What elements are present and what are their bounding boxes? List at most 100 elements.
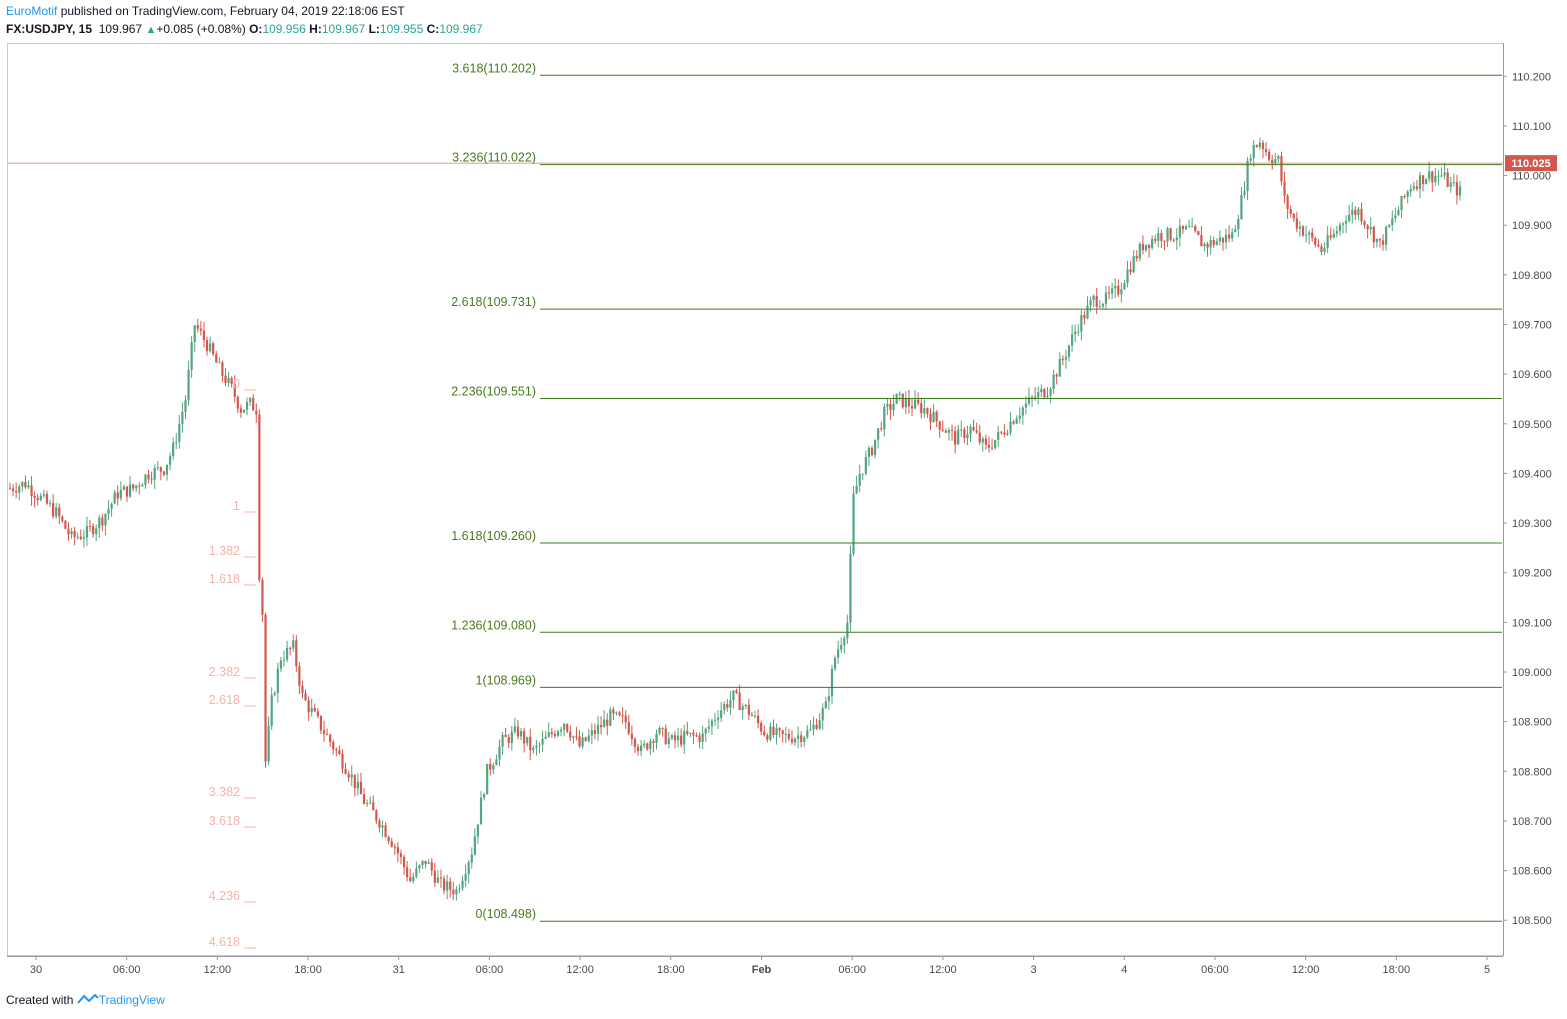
candle-body bbox=[236, 396, 239, 409]
candle-body bbox=[969, 426, 972, 435]
candle-body bbox=[350, 774, 353, 778]
candle-body bbox=[815, 724, 818, 729]
candle-body bbox=[1154, 238, 1157, 241]
candle-body bbox=[1446, 172, 1449, 187]
candle-body bbox=[384, 825, 387, 838]
candle-body bbox=[883, 406, 886, 430]
candle-body bbox=[48, 503, 52, 505]
candle-body bbox=[516, 726, 520, 737]
price-tick-label: 109.000 bbox=[1512, 667, 1552, 679]
candle-body bbox=[698, 735, 701, 742]
candle-body bbox=[147, 474, 150, 480]
candle-body bbox=[138, 485, 141, 487]
candle-body bbox=[387, 837, 390, 842]
candle-body bbox=[904, 398, 907, 408]
candle-body bbox=[399, 853, 403, 858]
candle-body bbox=[366, 803, 369, 805]
candle-body bbox=[467, 862, 470, 875]
candle-body bbox=[424, 860, 427, 864]
candle-body bbox=[338, 750, 341, 755]
fib-level-label: 2.618(109.731) bbox=[451, 295, 536, 309]
price-tick-label: 110.100 bbox=[1512, 121, 1551, 133]
created-with-label: Created with bbox=[6, 993, 74, 1007]
candle-body bbox=[760, 723, 763, 732]
fib-level-label: 1(108.969) bbox=[476, 673, 536, 687]
time-tick-label: 18:00 bbox=[1383, 964, 1411, 976]
candle-body bbox=[162, 471, 166, 475]
price-tick-label: 108.800 bbox=[1512, 766, 1552, 778]
candle-body bbox=[79, 536, 82, 539]
candle-body bbox=[1372, 227, 1375, 243]
candle-body bbox=[784, 733, 787, 735]
candle-body bbox=[1175, 237, 1178, 241]
candle-body bbox=[618, 712, 621, 716]
candle-body bbox=[289, 647, 292, 649]
candle-body bbox=[1428, 171, 1431, 180]
candle-body bbox=[1264, 149, 1268, 152]
candle-body bbox=[1351, 209, 1354, 215]
candle-body bbox=[1083, 315, 1086, 319]
candle-body bbox=[221, 362, 224, 376]
candle-body bbox=[439, 877, 443, 879]
candle-body bbox=[1431, 171, 1434, 183]
candle-body bbox=[1166, 228, 1169, 242]
candle-body bbox=[227, 378, 230, 384]
candle-body bbox=[1249, 158, 1252, 161]
candle-body bbox=[67, 528, 70, 535]
candle-body bbox=[276, 668, 279, 694]
candle-body bbox=[261, 579, 264, 615]
candle-body bbox=[168, 456, 172, 465]
candle-body bbox=[920, 403, 923, 414]
candle-body bbox=[1289, 209, 1292, 214]
candle-body bbox=[199, 328, 202, 331]
time-tick-label: Feb bbox=[752, 964, 772, 976]
candle-body bbox=[239, 408, 242, 413]
candle-body bbox=[215, 354, 218, 363]
candle-body bbox=[313, 707, 316, 712]
candle-body bbox=[301, 685, 304, 694]
candle-body bbox=[1338, 224, 1342, 232]
candle-body bbox=[566, 724, 569, 732]
candle-body bbox=[76, 536, 79, 538]
fib-level-label: 1.236(109.080) bbox=[451, 618, 536, 632]
candle-body bbox=[104, 514, 107, 526]
candle-body bbox=[612, 709, 615, 714]
candle-body bbox=[861, 473, 864, 475]
candle-body bbox=[975, 430, 978, 433]
candle-body bbox=[603, 719, 606, 728]
candle-body bbox=[704, 728, 707, 734]
candle-body bbox=[544, 736, 547, 739]
candle-body bbox=[1089, 300, 1092, 306]
candle-body bbox=[489, 763, 492, 770]
time-axis[interactable]: 30 06:00 12:00 18:00 31 06:00 12:00 18:00 Feb 06:… bbox=[30, 956, 1490, 976]
candle-body bbox=[1320, 246, 1323, 252]
candle-body bbox=[193, 325, 196, 343]
candle-body bbox=[800, 735, 803, 742]
candle-body bbox=[1240, 195, 1243, 219]
candle-body bbox=[153, 467, 156, 480]
candle-body bbox=[1360, 208, 1363, 222]
candle-body bbox=[181, 411, 184, 424]
author-name[interactable]: EuroMotif bbox=[6, 4, 58, 18]
time-tick-label: 12:00 bbox=[929, 964, 957, 976]
candle-body bbox=[870, 447, 874, 455]
candle-body bbox=[1243, 190, 1246, 196]
candle-body bbox=[1308, 232, 1311, 235]
candle-body bbox=[769, 726, 772, 740]
symbol-label: FX:USDJPY, 15 bbox=[6, 22, 93, 36]
candle-body bbox=[772, 726, 775, 735]
candle-body bbox=[824, 701, 827, 709]
footer: Created with TradingView bbox=[6, 993, 165, 1007]
candle-body bbox=[479, 797, 483, 825]
price-axis[interactable]: 110.200 110.100 110.000 109.900 109.800 109.7… bbox=[1503, 71, 1552, 927]
candle-body bbox=[661, 728, 664, 730]
candle-body bbox=[39, 495, 42, 500]
candle-body bbox=[202, 330, 206, 341]
faded-fib-label: 1.618 bbox=[209, 572, 240, 586]
candle-body bbox=[175, 441, 178, 443]
candle-body bbox=[636, 746, 640, 752]
candle-body bbox=[1421, 175, 1425, 185]
tradingview-brand[interactable]: TradingView bbox=[98, 993, 165, 1007]
candle-body bbox=[1034, 396, 1037, 398]
